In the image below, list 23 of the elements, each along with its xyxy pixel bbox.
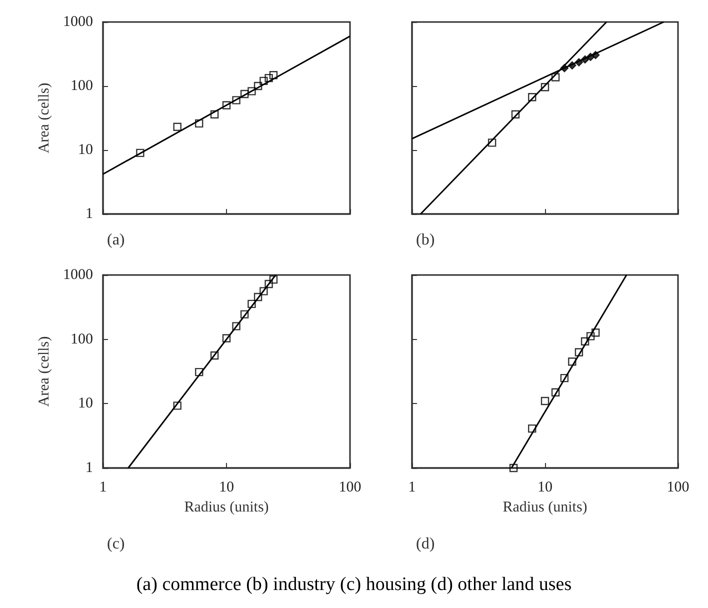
x-tick-label: 100 (338, 480, 362, 496)
y-axis-title: Area (cells) (36, 82, 53, 154)
x-axis-title: Radius (units) (184, 499, 269, 516)
text: (a) commerce (b) industry (c) housing (d) other land uses (135, 574, 573, 596)
x-tick-label: 1 (99, 480, 107, 496)
x-tick-label: 100 (666, 480, 690, 496)
y-tick-label: 1 (86, 460, 93, 476)
y-tick-label: 100 (70, 78, 93, 94)
x-axis-title: Radius (units) (502, 499, 588, 516)
x-tick-label: 10 (538, 480, 552, 496)
text: (a) (107, 232, 125, 248)
y-tick-label: 100 (70, 331, 93, 348)
y-tick-label: 10 (78, 396, 93, 412)
y-tick-label: 1 (86, 206, 93, 222)
x-tick-label: 10 (219, 480, 234, 496)
y-tick-label: 1000 (63, 267, 93, 283)
text: (d) (416, 536, 435, 552)
x-tick-label: 1 (408, 480, 416, 496)
text: (b) (416, 232, 435, 248)
y-tick-label: 1000 (63, 14, 93, 30)
y-axis-title: Area (cells) (36, 336, 53, 407)
text: (c) (107, 536, 125, 552)
y-tick-label: 10 (78, 142, 93, 158)
